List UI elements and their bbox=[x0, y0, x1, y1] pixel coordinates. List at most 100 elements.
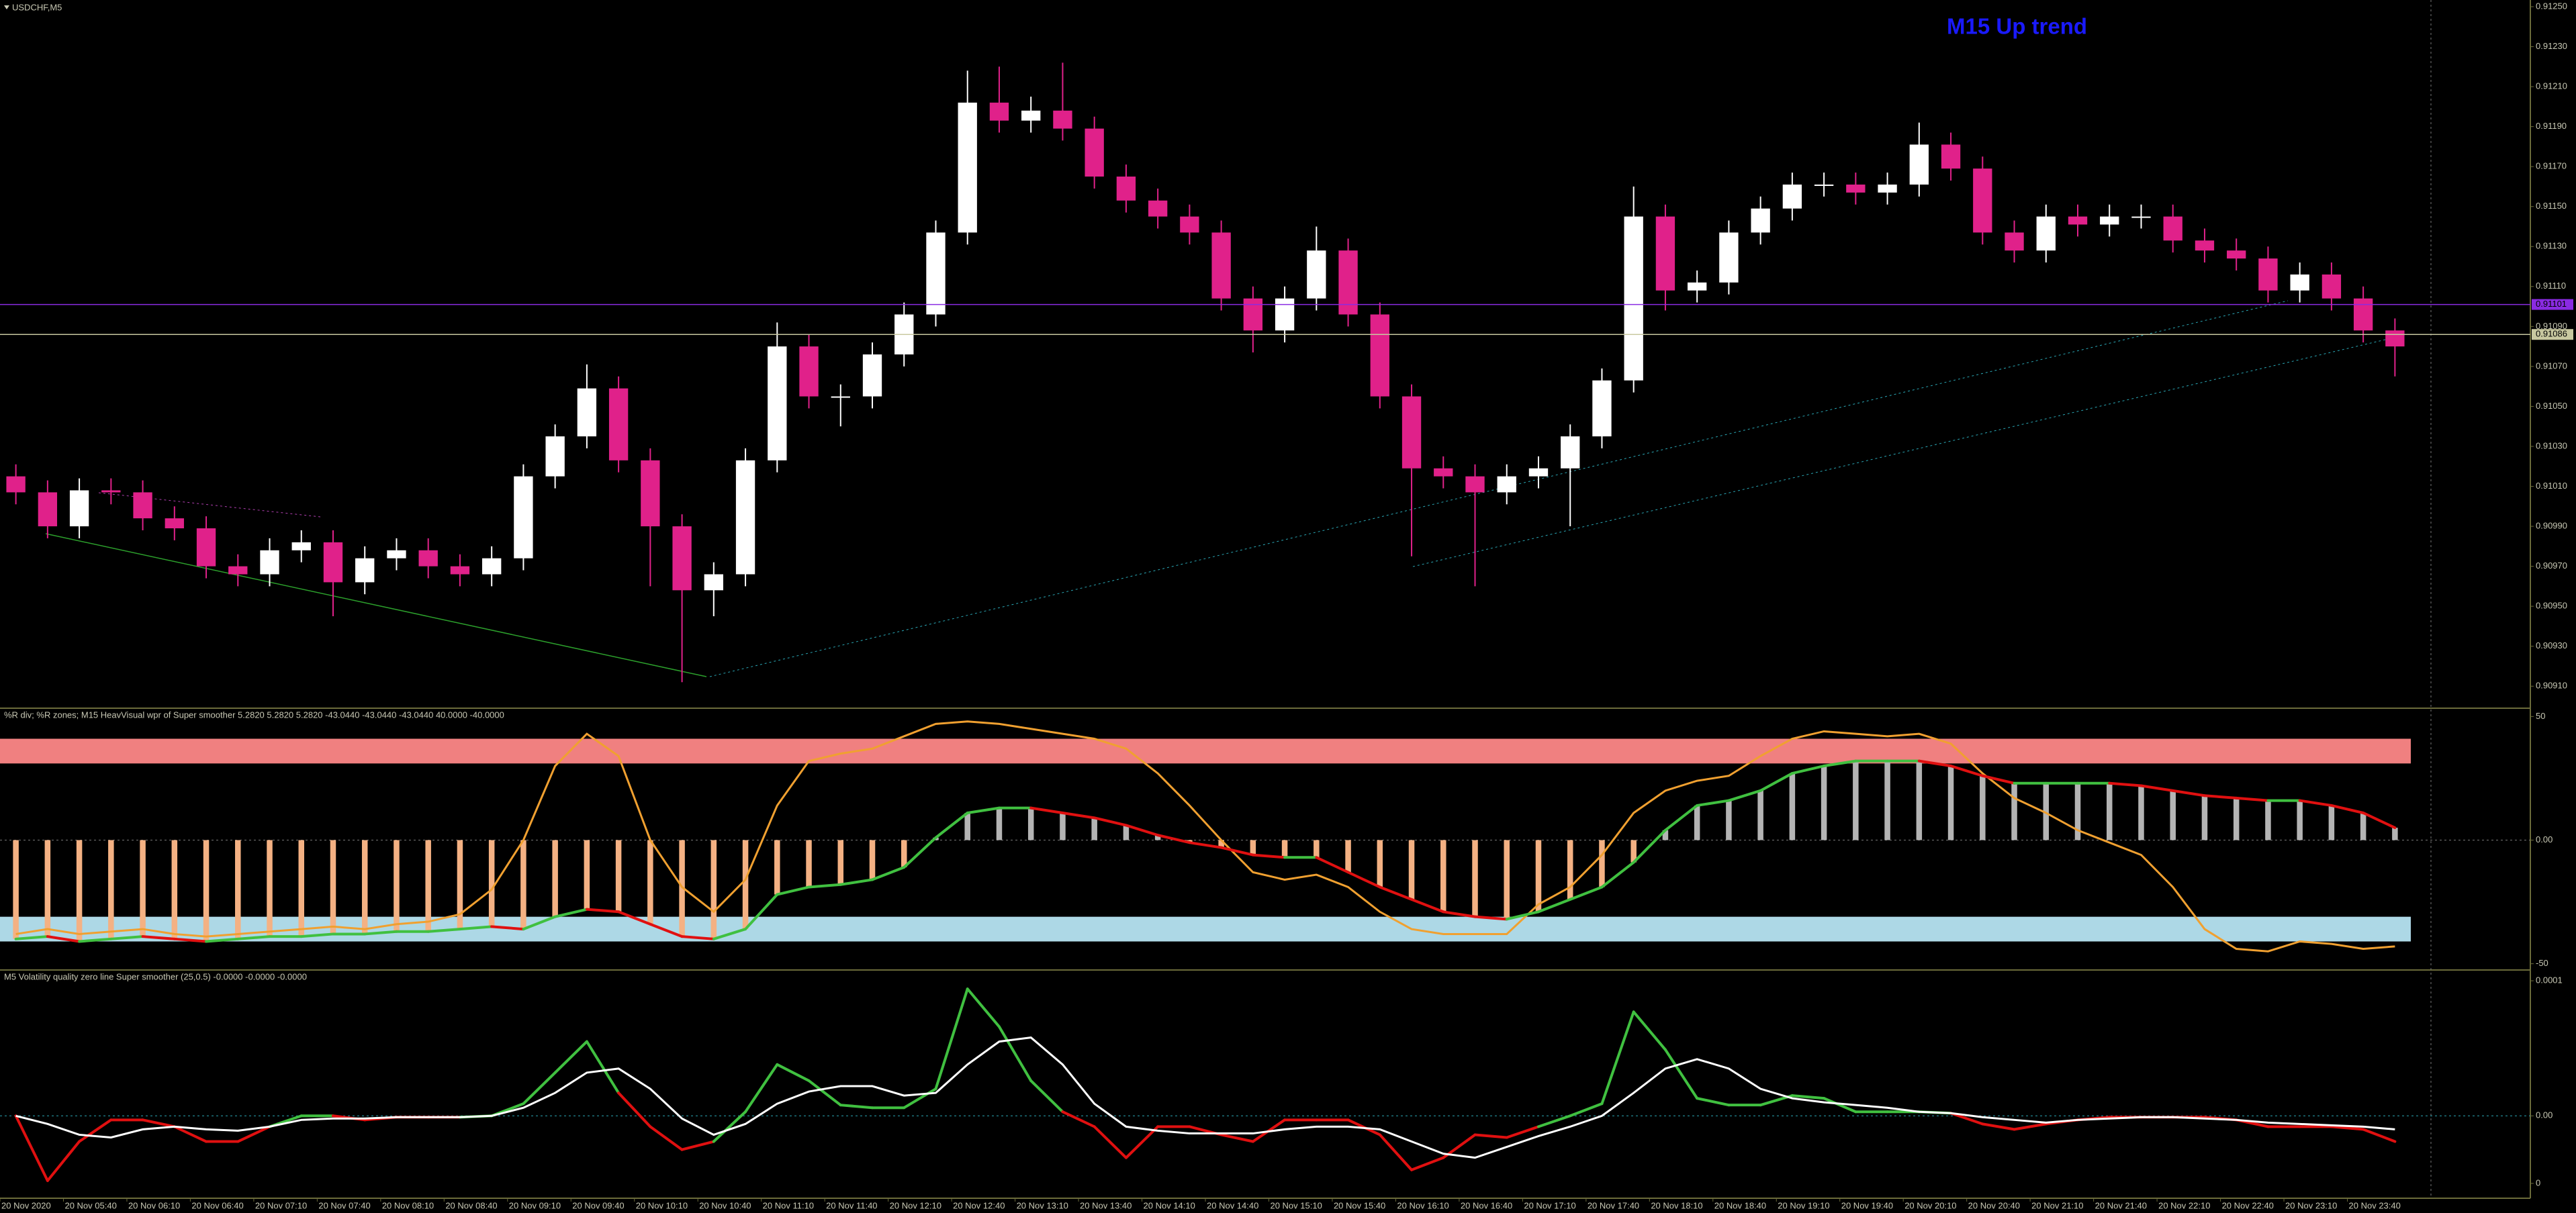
line-segment bbox=[1124, 824, 1160, 837]
line-segment bbox=[2362, 1128, 2397, 1143]
price-label: 0.91101 bbox=[2536, 299, 2567, 309]
indicator-title: %R div; %R zones; M15 HeavVisual wpr of … bbox=[4, 710, 504, 720]
candle-body bbox=[2195, 240, 2215, 251]
x-tick-label: 20 Nov 23:40 bbox=[2349, 1200, 2401, 1210]
candle-body bbox=[1814, 184, 1834, 186]
y-tick-label: 0.91170 bbox=[2536, 161, 2567, 171]
candle-body bbox=[2290, 274, 2309, 291]
line-segment bbox=[1378, 885, 1414, 901]
candle-body bbox=[196, 528, 216, 567]
line-segment bbox=[363, 930, 398, 936]
candle-body bbox=[1655, 216, 1675, 291]
y-tick-label: 0.00 bbox=[2536, 834, 2552, 844]
candle-body bbox=[2227, 250, 2246, 259]
line-segment bbox=[2362, 811, 2397, 830]
x-tick-label: 20 Nov 19:40 bbox=[1841, 1200, 1893, 1210]
candle-body bbox=[514, 476, 533, 559]
line-segment bbox=[1632, 828, 1667, 864]
candle-body bbox=[2068, 216, 2088, 225]
line-segment bbox=[776, 1063, 811, 1082]
indicator-title: M5 Volatility quality zero line Super sm… bbox=[4, 971, 307, 981]
candle-body bbox=[1434, 468, 1453, 477]
x-tick-label: 20 Nov 10:10 bbox=[636, 1200, 688, 1210]
candle-body bbox=[1148, 200, 1168, 217]
line-segment bbox=[1505, 910, 1540, 921]
candle-body bbox=[228, 566, 248, 575]
candle-body bbox=[2258, 258, 2278, 291]
y-tick-label: 0 bbox=[2536, 1177, 2540, 1187]
y-tick-label: 0.91130 bbox=[2536, 241, 2567, 251]
x-tick-label: 20 Nov 07:40 bbox=[318, 1200, 370, 1210]
y-tick-label: -50 bbox=[2536, 958, 2548, 968]
line-segment bbox=[300, 932, 334, 938]
line-segment bbox=[649, 1125, 684, 1151]
line-segment bbox=[141, 1118, 176, 1128]
candle-body bbox=[1973, 168, 1992, 233]
candle-body bbox=[450, 566, 470, 575]
line-segment bbox=[1536, 897, 1572, 914]
line-series bbox=[15, 720, 2395, 953]
line-segment bbox=[1949, 1112, 1984, 1126]
line-segment bbox=[1505, 1125, 1540, 1139]
line-segment bbox=[78, 1118, 113, 1143]
candle-body bbox=[1401, 396, 1422, 469]
x-tick-label: 20 Nov 09:40 bbox=[572, 1200, 624, 1210]
line-segment bbox=[997, 1025, 1033, 1082]
candle-body bbox=[799, 346, 819, 397]
x-tick-label: 20 Nov 06:10 bbox=[128, 1200, 180, 1210]
x-tick-label: 20 Nov 12:40 bbox=[953, 1200, 1005, 1210]
candle-body bbox=[260, 550, 279, 575]
annotation: M15 Up trend bbox=[1947, 14, 2087, 39]
x-tick-label: 20 Nov 18:10 bbox=[1651, 1200, 1702, 1210]
candle-body bbox=[958, 102, 977, 233]
x-tick-label: 20 Nov 11:40 bbox=[826, 1200, 877, 1210]
line-segment bbox=[1093, 1125, 1128, 1159]
line-segment bbox=[2140, 784, 2174, 792]
line-segment bbox=[173, 937, 208, 943]
candle-body bbox=[1307, 250, 1326, 299]
line-segment bbox=[966, 987, 1001, 1028]
line-segment bbox=[1981, 1122, 2016, 1131]
x-tick-label: 20 Nov 10:40 bbox=[699, 1200, 751, 1210]
candle-body bbox=[1053, 110, 1072, 129]
candle-body bbox=[2005, 232, 2024, 251]
candle-body bbox=[1370, 314, 1389, 397]
y-tick-label: 0.90930 bbox=[2536, 640, 2567, 650]
candle-body bbox=[2385, 330, 2405, 347]
line-segment bbox=[1156, 834, 1191, 844]
x-tick-label: 20 Nov 08:40 bbox=[445, 1200, 497, 1210]
y-tick-label: 0.91090 bbox=[2536, 321, 2567, 331]
line-segment bbox=[2235, 796, 2270, 802]
y-tick-label: 0.91070 bbox=[2536, 360, 2567, 371]
x-tick-label: 20 Nov 21:10 bbox=[2031, 1200, 2083, 1210]
candle-body bbox=[862, 354, 882, 397]
trend-line bbox=[45, 533, 707, 677]
candle-body bbox=[1688, 282, 1707, 291]
line-segment bbox=[1790, 765, 1826, 775]
line-segment bbox=[903, 836, 937, 869]
candle-body bbox=[1021, 110, 1041, 121]
line-segment bbox=[2330, 1125, 2365, 1131]
candle-body bbox=[355, 558, 375, 583]
line-segment bbox=[1410, 1156, 1445, 1171]
line-series bbox=[15, 1036, 2395, 1159]
y-tick-label: 0.91010 bbox=[2536, 481, 2567, 491]
candle-body bbox=[1338, 250, 1358, 315]
line-segment bbox=[1727, 789, 1762, 802]
symbol-icon bbox=[4, 5, 9, 9]
x-tick-label: 20 Nov 09:10 bbox=[509, 1200, 561, 1210]
line-segment bbox=[1093, 816, 1128, 827]
line-segment bbox=[46, 1140, 81, 1182]
line-segment bbox=[1220, 1133, 1254, 1143]
line-segment bbox=[617, 910, 652, 926]
candle-body bbox=[735, 460, 755, 575]
line-segment bbox=[1473, 1133, 1508, 1139]
y-tick-label: 0.91030 bbox=[2536, 440, 2567, 450]
y-tick-label: 0.91150 bbox=[2536, 201, 2567, 211]
x-tick-label: 20 Nov 20:40 bbox=[1968, 1200, 2020, 1210]
zone bbox=[0, 916, 2411, 942]
x-tick-label: 20 Nov 2020 bbox=[1, 1200, 51, 1210]
line-segment bbox=[776, 885, 811, 896]
candle-body bbox=[704, 574, 723, 591]
line-segment bbox=[807, 883, 842, 889]
